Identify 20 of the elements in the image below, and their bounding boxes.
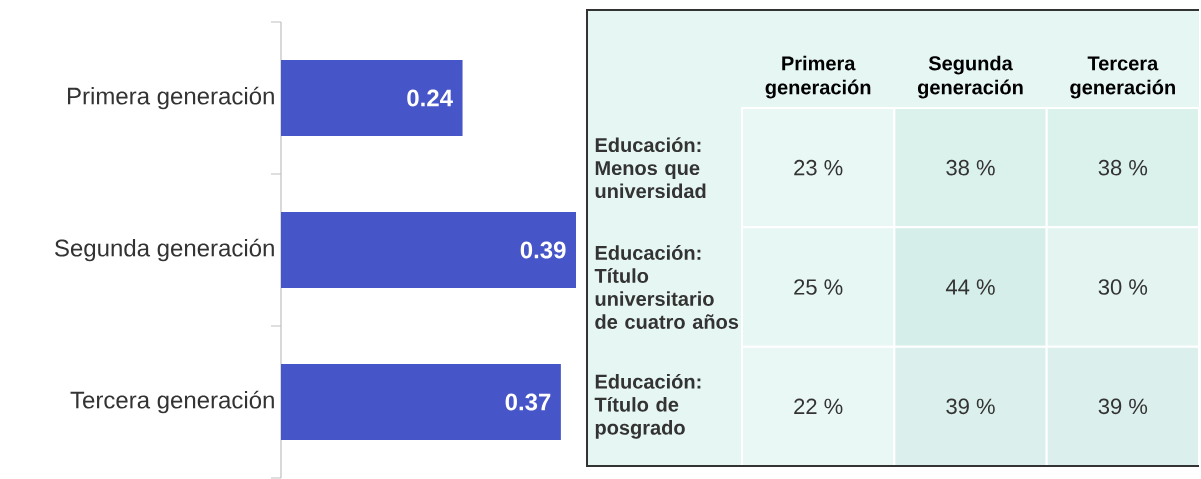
data-label: 39 % bbox=[1098, 398, 1148, 415]
y-tick-label: Segunda generación bbox=[55, 238, 274, 262]
data-label: 30 % bbox=[1098, 279, 1148, 295]
data-label: 39 % bbox=[946, 398, 995, 415]
y-tick-label: Educación: Título de posgrado bbox=[594, 373, 701, 439]
y-tick-label: Educación: Menos que universidad bbox=[595, 137, 706, 199]
x-tick-label: Primera generación bbox=[765, 55, 871, 99]
data-label: 0.39 bbox=[520, 241, 566, 259]
data-label: 38 % bbox=[1098, 159, 1148, 176]
y-tick-label: Educación: Título universitario de cuatro años bbox=[594, 245, 739, 329]
data-label: 0.37 bbox=[505, 393, 551, 411]
data-label: 38 % bbox=[946, 159, 995, 176]
data-label: 22 % bbox=[794, 398, 843, 415]
data-label: 25 % bbox=[794, 279, 843, 295]
x-tick-label: Tercera generación bbox=[1070, 56, 1175, 99]
data-label: 0.24 bbox=[407, 89, 453, 107]
data-label: 44 % bbox=[945, 279, 995, 295]
data-label: 23 % bbox=[794, 159, 843, 176]
x-tick-label: Segunda generación bbox=[917, 55, 1023, 99]
y-tick-label: Tercera generación bbox=[70, 390, 274, 414]
